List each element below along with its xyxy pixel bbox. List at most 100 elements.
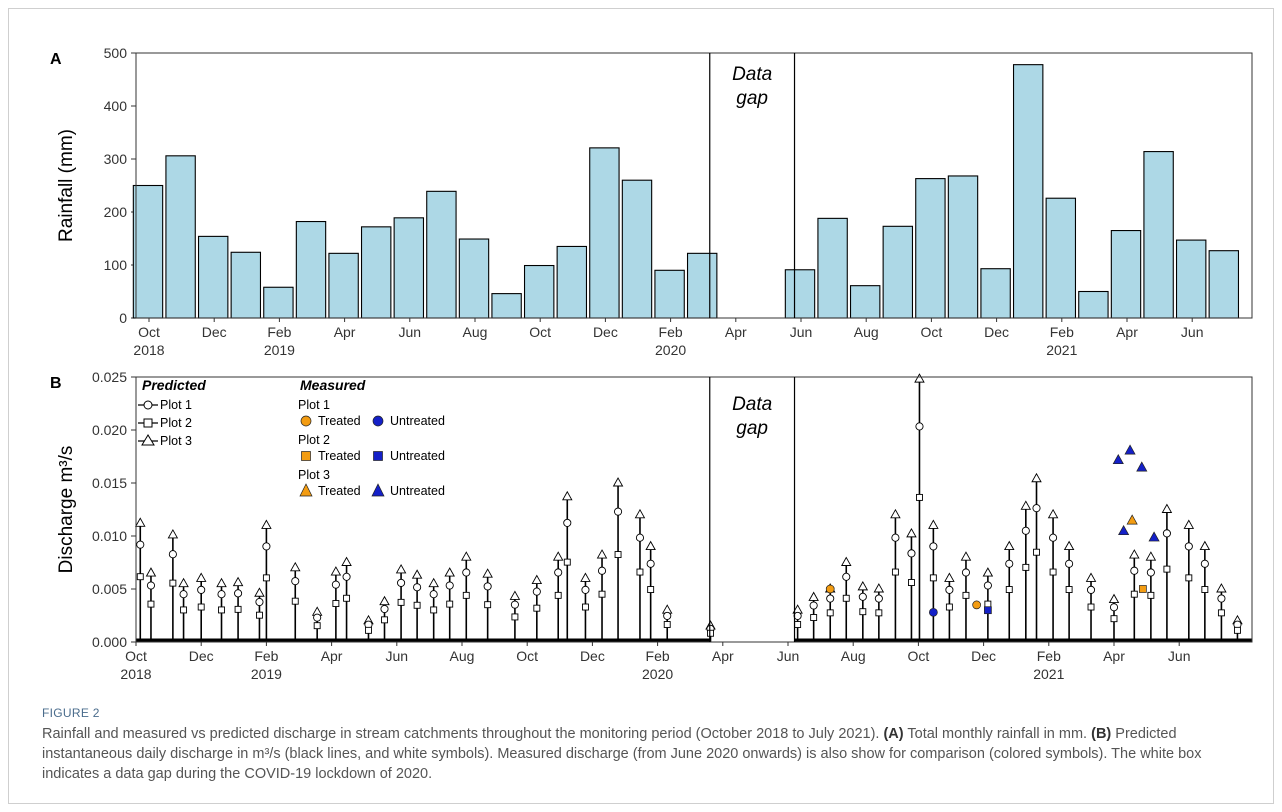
predicted-plot3-point — [135, 517, 146, 527]
caption-panel-ref: (B) — [1091, 726, 1112, 742]
predicted-plot1-point — [581, 585, 590, 594]
x-tick-label: Jun — [1181, 324, 1204, 340]
predicted-plot1-point — [255, 597, 264, 607]
predicted-plot2-point — [826, 609, 834, 617]
predicted-plot1-point — [1065, 559, 1074, 568]
y-tick-label: 0.020 — [92, 422, 127, 438]
y-tick-label: 400 — [104, 98, 128, 114]
legend-measured-symbol — [300, 415, 312, 427]
legend-untreated-label: Untreated — [390, 414, 445, 428]
predicted-plot2-point — [1163, 565, 1171, 573]
x-tick-label: Oct — [125, 648, 147, 664]
predicted-plot3-point — [1063, 540, 1075, 551]
predicted-plot1-point — [179, 590, 188, 599]
predicted-plot3-point — [195, 572, 207, 582]
predicted-plot2-point — [1022, 563, 1030, 571]
measured-point — [1136, 461, 1148, 472]
x-tick-label: Jun — [1168, 648, 1191, 664]
caption-text: Total monthly rainfall in mm. — [903, 726, 1092, 742]
x-tick-label: Aug — [463, 324, 488, 340]
predicted-plot1-point — [168, 550, 177, 559]
y-axis-label: Rainfall (mm) — [56, 129, 77, 242]
x-tick-label: Feb — [267, 324, 291, 340]
legend-plot-group: Plot 1 — [298, 398, 330, 412]
data-gap-label: gap — [736, 418, 768, 439]
predicted-plot3-point — [261, 519, 272, 529]
predicted-plot2-point — [533, 604, 541, 612]
rain-bar — [556, 245, 588, 319]
predicted-plot2-point — [859, 608, 867, 616]
measured-point — [1148, 531, 1160, 542]
predicted-plot3-point — [612, 477, 624, 487]
x-tick-label: Apr — [1116, 324, 1138, 340]
predicted-plot3-point — [596, 549, 608, 559]
rain-bar — [1012, 64, 1044, 319]
predicted-plot3-point — [1183, 519, 1195, 529]
data-gap-label: gap — [736, 88, 768, 109]
rain-bar — [393, 217, 425, 319]
x-tick-label: Dec — [593, 324, 618, 340]
legend-measured-title: Measured — [300, 377, 366, 393]
predicted-plot2-point — [1065, 586, 1073, 593]
rain-bar — [817, 217, 848, 319]
predicted-plot2-point — [1234, 626, 1241, 634]
legend-triangle-symbol — [141, 434, 155, 446]
rain-bar — [491, 293, 522, 319]
x-tick-label: Feb — [1037, 648, 1061, 664]
predicted-plot2-point — [169, 579, 177, 587]
measured-point — [1124, 444, 1136, 455]
predicted-plot2-point — [511, 613, 519, 621]
predicted-plot2-point — [1130, 590, 1138, 598]
predicted-plot2-point — [1005, 586, 1013, 593]
y-tick-label: 0.010 — [92, 528, 127, 544]
rain-bar — [360, 226, 392, 319]
predicted-plot3-point — [509, 590, 521, 600]
legend-untreated-label: Untreated — [390, 484, 445, 498]
predicted-plot3-point — [1161, 503, 1173, 513]
predicted-plot1-point — [915, 422, 924, 431]
predicted-plot1-point — [961, 568, 971, 577]
x-tick-year: 2019 — [264, 342, 295, 358]
predicted-plot2-point — [365, 626, 372, 634]
predicted-plot1-point — [646, 559, 655, 568]
predicted-plot3-point — [411, 569, 423, 579]
x-tick-label: Jun — [777, 648, 800, 664]
x-tick-label: Oct — [921, 324, 943, 340]
x-tick-label: Aug — [841, 648, 866, 664]
x-tick-label: Apr — [712, 648, 734, 664]
predicted-plot2-point — [343, 594, 351, 602]
predicted-plot3-point — [1199, 540, 1211, 551]
predicted-plot2-point — [810, 614, 818, 621]
predicted-plot3-point — [840, 556, 852, 566]
predicted-plot1-point — [380, 604, 389, 614]
x-tick-label: Oct — [138, 324, 160, 340]
measured-point — [1118, 524, 1130, 536]
predicted-plot3-point — [531, 574, 543, 584]
y-tick-label: 0 — [119, 310, 127, 326]
panel-b-discharge-chart: B Discharge m³/s 0.000 0.005 0.010 0.015 0.020… — [50, 369, 1253, 682]
x-tick-label: Jun — [399, 324, 422, 340]
rain-bar — [1110, 230, 1142, 319]
panel-a-letter: A — [50, 51, 62, 68]
predicted-plot1-point — [1021, 526, 1030, 535]
predicted-plot1-point — [663, 611, 672, 620]
caption-panel-ref: (A) — [883, 726, 904, 742]
predicted-plot3-point — [289, 561, 301, 572]
predicted-plot2-point — [291, 597, 299, 605]
y-tick-label: 100 — [104, 257, 128, 273]
figure-frame — [8, 8, 1274, 804]
legend-predicted-item: Plot 1 — [160, 398, 192, 412]
predicted-plot3-point — [444, 567, 455, 577]
predicted-plot1-point — [397, 578, 406, 587]
predicted-plot2-point — [945, 603, 953, 611]
legend-treated-label: Treated — [318, 449, 361, 463]
predicted-plot1-point — [1162, 529, 1171, 538]
predicted-plot1-point — [809, 601, 818, 610]
predicted-plot2-point — [1217, 609, 1225, 617]
predicted-plot1-point — [1130, 566, 1139, 575]
predicted-plot2-point — [984, 600, 992, 608]
predicted-plot2-point — [180, 606, 188, 614]
x-tick-year: 2021 — [1046, 342, 1077, 358]
rain-bar — [523, 264, 555, 319]
predicted-plot1-point — [445, 581, 454, 590]
